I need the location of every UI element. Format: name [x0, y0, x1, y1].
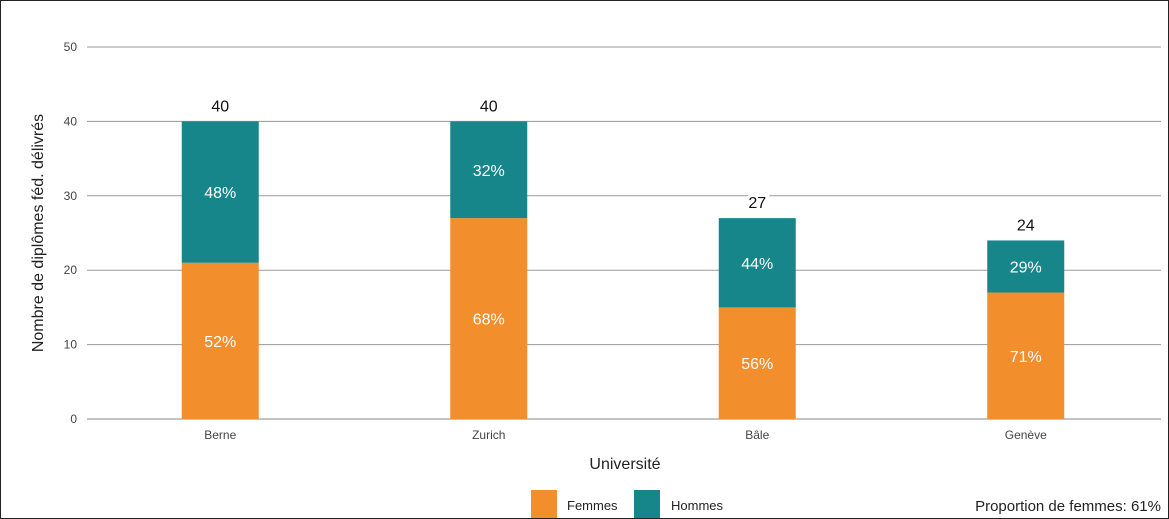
bar-percentage-label: 29% — [1010, 259, 1042, 276]
x-tick-label: Berne — [204, 428, 236, 442]
legend-swatch-femmes — [531, 490, 557, 518]
y-axis-title: Nombre de diplômes féd. délivrés — [30, 114, 47, 352]
bar-segment-femmes-bâle — [718, 307, 796, 419]
bar-percentage-label: 44% — [741, 256, 773, 273]
bar-segment-femmes-zurich — [450, 218, 528, 419]
x-axis-title: Université — [589, 456, 660, 473]
y-tick-label: 0 — [70, 412, 77, 426]
y-axis-ticks: 0 10 20 30 40 50 — [64, 40, 78, 426]
bar-total-label: 40 — [211, 98, 229, 115]
legend-label-hommes: Hommes — [671, 498, 724, 513]
bar-segment-femmes-berne — [181, 262, 259, 419]
y-tick-label: 20 — [64, 263, 78, 277]
bar-total-label: 24 — [1017, 217, 1035, 234]
bar-percentage-label: 56% — [741, 356, 773, 373]
bar-percentage-label: 32% — [473, 163, 505, 180]
bar-total-label: 27 — [748, 195, 766, 212]
legend-swatch-hommes — [634, 490, 660, 518]
women-proportion-note: Proportion de femmes: 61% — [975, 498, 1161, 515]
bar-percentage-label: 68% — [473, 312, 505, 329]
y-tick-label: 30 — [64, 189, 78, 203]
y-tick-label: 40 — [64, 114, 78, 128]
x-tick-label: Genève — [1005, 428, 1047, 442]
x-axis-ticks: Berne Zurich Bâle Genève — [204, 428, 1047, 442]
bar-percentage-label: 52% — [204, 334, 236, 351]
bar-labels: 52% 48% 40 68% 32% 40 56% 44% 27 71% 29% 24 — [204, 95, 1042, 373]
legend-label-femmes: Femmes — [567, 498, 618, 513]
bars — [181, 121, 1065, 419]
x-tick-label: Zurich — [472, 428, 505, 442]
bar-percentage-label: 48% — [204, 185, 236, 202]
bar-segment-femmes-genève — [987, 292, 1065, 419]
legend: Femmes Hommes — [531, 490, 724, 518]
bar-segment-hommes-berne — [181, 121, 259, 263]
y-tick-label: 50 — [64, 40, 78, 54]
bar-total-label: 40 — [480, 98, 498, 115]
y-tick-label: 10 — [64, 338, 78, 352]
gridlines — [87, 46, 1161, 420]
bar-segment-hommes-zurich — [450, 121, 528, 219]
bar-segment-hommes-bâle — [718, 218, 796, 308]
bar-segment-hommes-genève — [987, 240, 1065, 293]
bar-percentage-label: 71% — [1010, 349, 1042, 366]
x-tick-label: Bâle — [745, 428, 769, 442]
